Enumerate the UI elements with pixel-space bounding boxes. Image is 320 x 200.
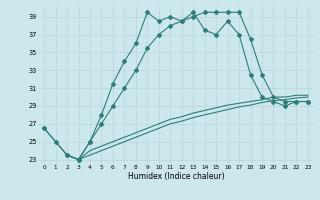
X-axis label: Humidex (Indice chaleur): Humidex (Indice chaleur) — [128, 172, 224, 181]
